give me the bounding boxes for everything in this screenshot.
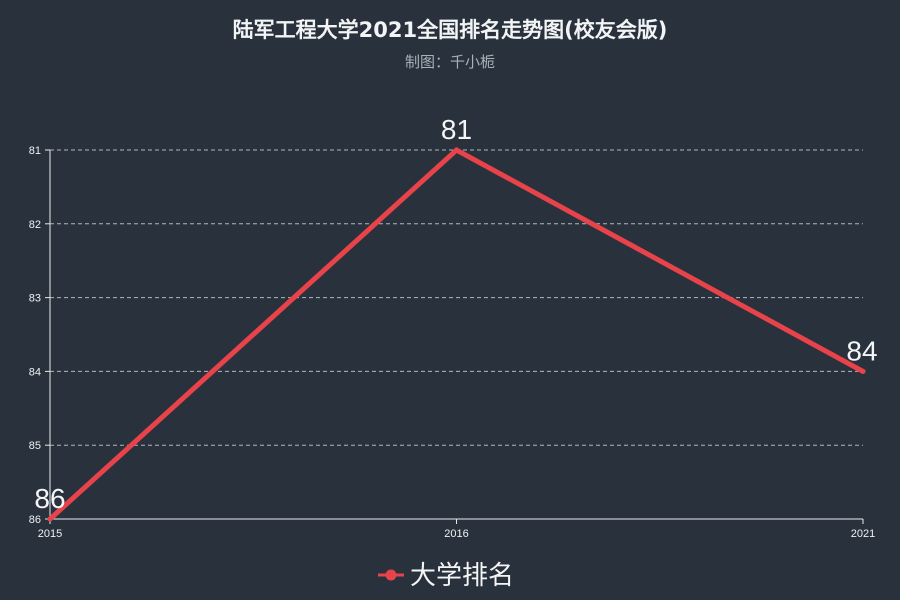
chart-title: 陆军工程大学2021全国排名走势图(校友会版): [233, 18, 668, 42]
legend-dot-marker: [385, 569, 397, 581]
grid-lines: [50, 149, 863, 446]
series-line-0[interactable]: [47, 146, 866, 522]
y-tick-label: 83: [29, 293, 41, 305]
x-tick-label: 2015: [38, 528, 62, 540]
data-labels: 86 81 84: [34, 114, 877, 514]
legend-label: 大学排名: [410, 561, 514, 591]
chart-subtitle: 制图：千小栀: [405, 53, 495, 71]
legend[interactable]: 大学排名: [378, 561, 514, 591]
axes: 81 82 83 84 85 86 2015 2016 2021: [29, 145, 875, 540]
y-tick-label: 81: [29, 145, 41, 157]
x-tick-label: 2021: [851, 528, 875, 540]
series-layer: [47, 146, 866, 522]
data-label: 86: [34, 483, 65, 514]
data-label: 84: [846, 335, 877, 366]
data-point[interactable]: [47, 516, 53, 522]
x-tick-label: 2016: [444, 528, 468, 540]
data-point[interactable]: [860, 368, 866, 374]
data-label: 81: [441, 114, 472, 145]
y-tick-label: 86: [29, 514, 41, 526]
data-point[interactable]: [454, 147, 459, 153]
y-tick-label: 84: [29, 366, 41, 378]
y-tick-label: 82: [29, 219, 41, 231]
y-tick-label: 85: [29, 440, 41, 452]
